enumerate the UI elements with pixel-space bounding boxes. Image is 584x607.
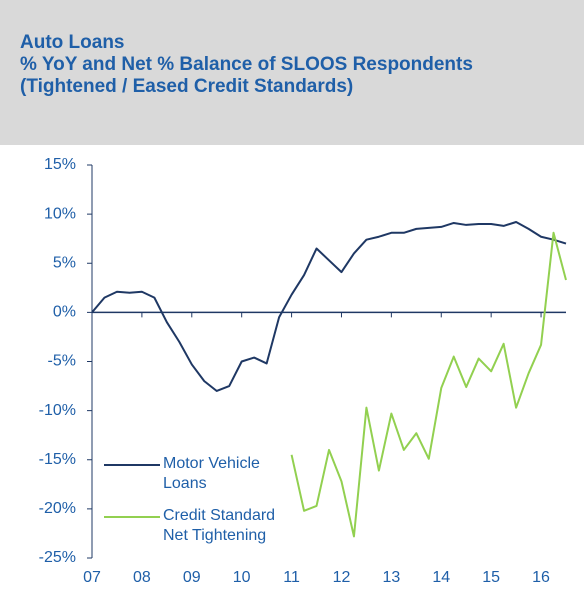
y-tick-label: 0% — [53, 304, 76, 321]
x-tick-label: 07 — [83, 569, 101, 586]
y-tick-label: -20% — [39, 500, 76, 517]
legend-label: Motor Vehicle Loans — [163, 455, 260, 492]
x-tick-label: 09 — [183, 569, 201, 586]
legend-item: Credit Standard Net Tightening — [163, 507, 276, 544]
series-line — [290, 231, 567, 538]
chart-subtitle: % YoY and Net % Balance of SLOOS Respond… — [20, 54, 473, 97]
x-tick-label: 10 — [233, 569, 251, 586]
y-tick-label: 5% — [53, 254, 76, 271]
y-tick-label: -25% — [39, 549, 76, 566]
y-tick-label: -15% — [39, 451, 76, 468]
x-tick-label: 14 — [432, 569, 450, 586]
chart-title: Auto Loans — [20, 32, 125, 53]
y-tick-label: -5% — [48, 353, 76, 370]
x-tick-label: 11 — [283, 569, 300, 586]
legend-label: Credit Standard Net Tightening — [163, 507, 276, 544]
series-line — [91, 220, 567, 392]
x-tick-label: 16 — [532, 569, 550, 586]
x-tick-label: 12 — [333, 569, 351, 586]
x-tick-label: 08 — [133, 569, 151, 586]
legend-item: Motor Vehicle Loans — [163, 455, 260, 492]
header — [0, 0, 584, 145]
y-tick-label: -10% — [39, 402, 76, 419]
x-tick-label: 15 — [482, 569, 500, 586]
y-tick-label: 10% — [44, 205, 76, 222]
y-tick-label: 15% — [44, 156, 76, 173]
x-tick-label: 13 — [382, 569, 400, 586]
